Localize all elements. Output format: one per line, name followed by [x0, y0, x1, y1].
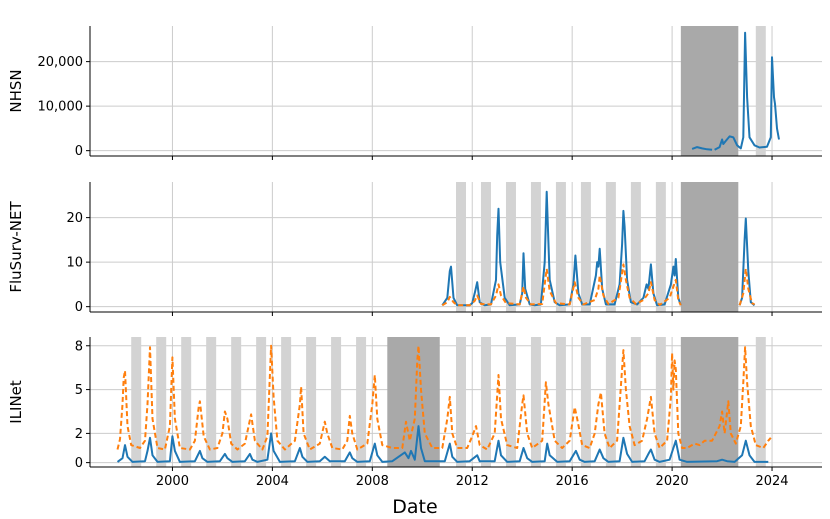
excluded-band [680, 26, 739, 156]
panels-layer: 0 10,000 20,000 NHSN 0 10 20 FluSurv-NET 0 2 5 8 ILI… [7, 26, 822, 489]
reference-series-line [441, 263, 682, 307]
season-band [356, 337, 367, 467]
season-band [306, 337, 317, 467]
x-tick-label: 2024 [755, 474, 788, 489]
reference-series-line [738, 267, 755, 306]
season-band [580, 182, 591, 312]
x-axis-label: Date [392, 496, 437, 518]
season-band [580, 337, 591, 467]
x-tick-label: 2000 [156, 474, 189, 489]
x-tick-label: 2012 [456, 474, 489, 489]
season-band [331, 337, 342, 467]
season-band [480, 337, 491, 467]
season-band [555, 337, 566, 467]
observed-series-line [691, 146, 713, 151]
y-tick-label: 10,000 [38, 100, 84, 115]
season-band [555, 182, 566, 312]
panel-1: 0 10 20 FluSurv-NET [7, 182, 822, 316]
season-band [156, 337, 167, 467]
season-band [256, 337, 267, 467]
observed-series-line [714, 31, 780, 151]
season-band [755, 26, 766, 156]
observed-series-line [116, 425, 769, 463]
y-tick-label: 0 [75, 144, 83, 159]
x-tick-label: 2004 [256, 474, 289, 489]
panel-0: 0 10,000 20,000 NHSN [7, 26, 822, 160]
season-band [131, 337, 142, 467]
panel-2: 0 2 5 8 ILINet [7, 337, 822, 471]
panel-plot-area [441, 182, 756, 312]
y-tick-label: 2 [75, 427, 83, 442]
y-tick-label: 8 [75, 339, 83, 354]
y-axis-label: NHSN [7, 69, 25, 112]
season-band [530, 337, 541, 467]
season-band [206, 337, 217, 467]
observed-series-line [738, 217, 756, 307]
season-band [231, 337, 242, 467]
panel-plot-area [680, 26, 780, 156]
y-axis-label: ILINet [7, 380, 25, 424]
season-band [281, 337, 292, 467]
y-tick-label: 0 [75, 300, 83, 315]
season-band [456, 182, 466, 312]
y-axis-label: FluSurv-NET [7, 201, 25, 293]
y-tick-label: 5 [75, 383, 83, 398]
x-tick-label: 2008 [356, 474, 389, 489]
y-tick-label: 20,000 [38, 55, 84, 70]
season-band [505, 337, 516, 467]
season-band [605, 182, 616, 312]
x-tick-label: 2020 [656, 474, 689, 489]
season-band [655, 337, 666, 467]
season-band [755, 337, 766, 467]
season-band [505, 182, 516, 312]
season-band [630, 337, 641, 467]
season-band [630, 182, 641, 312]
season-band [456, 337, 466, 467]
season-band [655, 182, 666, 312]
y-tick-label: 20 [66, 211, 83, 226]
y-tick-label: 10 [66, 256, 83, 271]
season-band [530, 182, 541, 312]
season-band [605, 337, 616, 467]
excluded-band [680, 182, 739, 312]
x-tick-label: 2016 [556, 474, 589, 489]
y-tick-label: 0 [75, 456, 83, 471]
season-band [480, 182, 491, 312]
season-band [181, 337, 192, 467]
panel-plot-area [116, 337, 772, 467]
